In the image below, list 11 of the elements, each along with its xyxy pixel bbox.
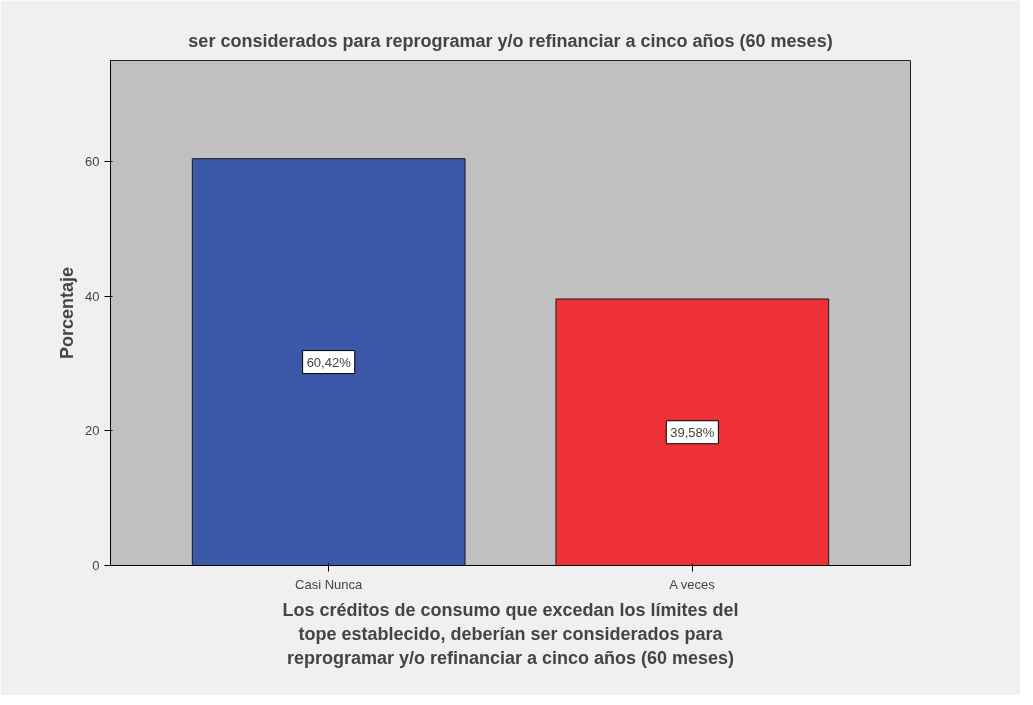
chart-title: ser considerados para reprogramar y/o refinanciar a cinco años (60 meses) <box>188 30 833 51</box>
y-tick-label: 20 <box>85 423 100 439</box>
data-label: 60,42% <box>306 354 352 370</box>
x-axis-title: Los créditos de consumo que excedan los límites del tope establecido, deberían ser considerados para reprogramar y/o refinanciar a cinco años (60 meses) <box>282 599 739 668</box>
x-tick-label: Casi Nunca <box>295 576 364 592</box>
y-tick-label: 0 <box>92 558 100 573</box>
y-tick-label: 40 <box>85 288 100 304</box>
data-label: 39,58% <box>670 424 715 440</box>
x-tick-label: A veces <box>669 576 716 592</box>
y-tick-label: 60 <box>85 154 100 169</box>
y-axis-title: Porcentaje <box>57 266 78 360</box>
